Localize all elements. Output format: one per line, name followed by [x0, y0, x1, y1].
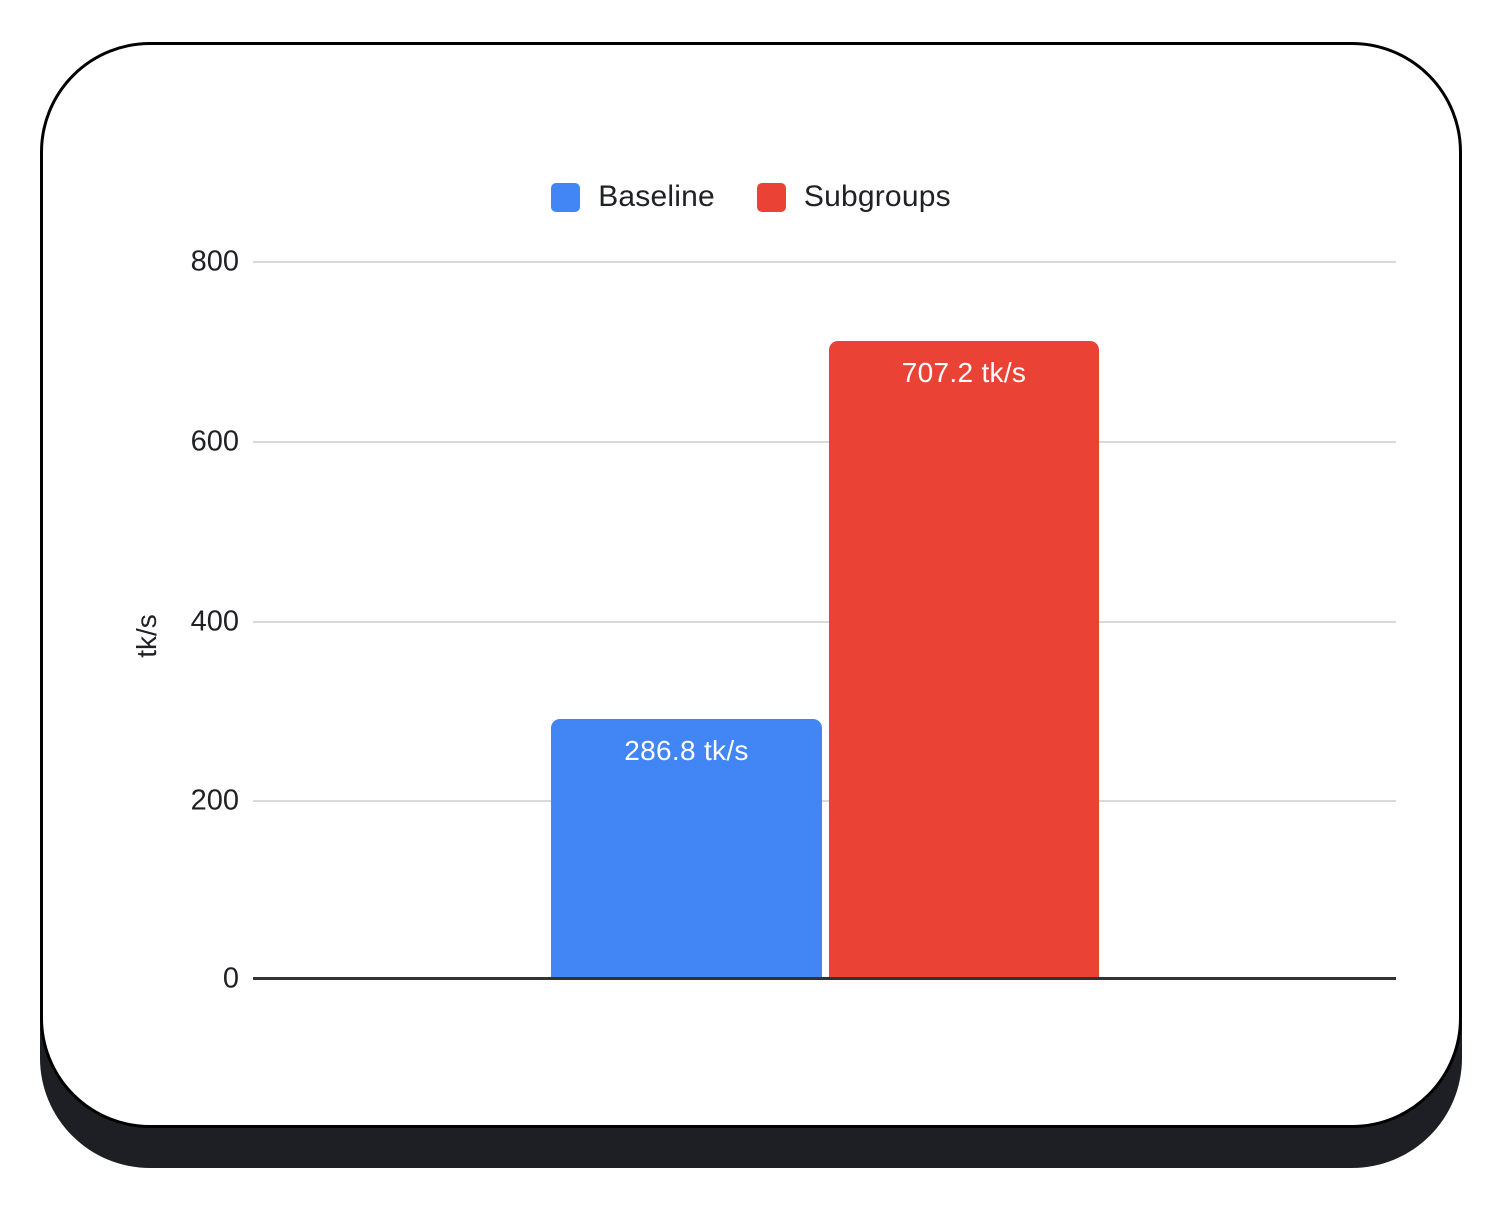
- gridline-600: 600: [191, 425, 1396, 457]
- y-tick-800: 800: [190, 245, 239, 278]
- legend-label-baseline: Baseline: [598, 180, 715, 213]
- x-axis-line: 0: [223, 962, 1396, 994]
- subgroups-swatch-icon: [756, 182, 786, 212]
- gridline-200: 200: [191, 785, 1396, 817]
- chart-card: Baseline Subgroups tk/s 800 600 400 200 …: [40, 42, 1462, 1128]
- y-tick-600: 600: [190, 425, 239, 458]
- y-tick-200: 200: [190, 784, 239, 817]
- bar-subgroups-value-label: 707.2 tk/s: [901, 357, 1027, 389]
- legend-label-subgroups: Subgroups: [803, 180, 951, 213]
- plot-area: 800 600 400 200 0 286.8 tk/s 707.2 tk/s: [191, 246, 1396, 994]
- legend-item-baseline: Baseline: [551, 180, 715, 214]
- gridline-800: 800: [191, 246, 1396, 278]
- gridline-400: 400: [191, 605, 1396, 637]
- y-axis-title: tk/s: [130, 614, 162, 658]
- bar-baseline: 286.8 tk/s: [551, 719, 822, 977]
- y-tick-0: 0: [222, 962, 239, 994]
- legend-item-subgroups: Subgroups: [756, 180, 951, 214]
- baseline-swatch-icon: [551, 182, 581, 212]
- y-tick-400: 400: [190, 605, 239, 637]
- bar-baseline-value-label: 286.8 tk/s: [624, 735, 749, 767]
- chart-legend: Baseline Subgroups: [43, 180, 1459, 214]
- bar-subgroups: 707.2 tk/s: [829, 341, 1099, 977]
